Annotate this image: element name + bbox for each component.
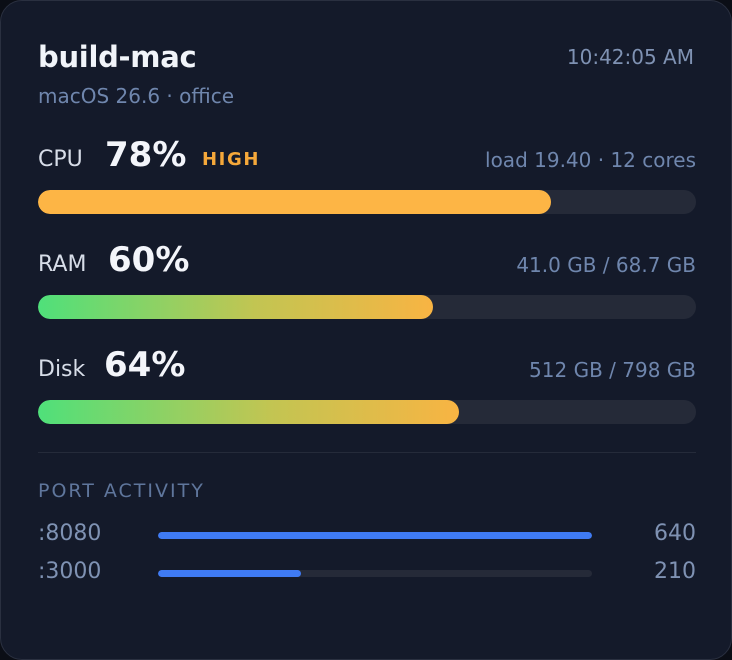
cpu-high-badge: HIGH (202, 149, 261, 170)
cpu-bar-track (38, 190, 696, 214)
port-label: :8080 (38, 521, 102, 546)
port-activity-title: PORT ACTIVITY (38, 480, 205, 502)
port-bar-track (158, 532, 592, 539)
disk-bar-fill (38, 400, 460, 424)
hostname-title: build-mac (38, 40, 197, 74)
port-connection-count: 210 (654, 559, 696, 584)
section-divider (38, 452, 696, 453)
disk-percent: 64% (104, 345, 186, 385)
ram-percent: 60% (108, 240, 190, 280)
port-row-3000: :3000 210 (38, 558, 696, 588)
ram-bar-fill (38, 295, 433, 319)
disk-bar-track (38, 400, 696, 424)
port-bar-fill (158, 532, 592, 539)
ram-metric: RAM 60% 41.0 GB / 68.7 GB (38, 240, 696, 320)
cpu-load-detail: load 19.40 · 12 cores (485, 148, 696, 172)
ram-label: RAM (38, 252, 87, 277)
ram-bar-track (38, 295, 696, 319)
port-row-8080: :8080 640 (38, 520, 696, 550)
disk-usage-detail: 512 GB / 798 GB (529, 358, 696, 382)
port-connection-count: 640 (654, 521, 696, 546)
cpu-label: CPU (38, 147, 83, 172)
cpu-metric: CPU 78% HIGH load 19.40 · 12 cores (38, 135, 696, 215)
port-bar-fill (158, 570, 302, 577)
system-subtitle: macOS 26.6 · office (38, 84, 235, 108)
cpu-percent: 78% (105, 135, 187, 175)
ram-usage-detail: 41.0 GB / 68.7 GB (516, 253, 696, 277)
port-label: :3000 (38, 559, 102, 584)
cpu-bar-fill (38, 190, 552, 214)
disk-metric: Disk 64% 512 GB / 798 GB (38, 345, 696, 425)
clock-time: 10:42:05 AM (566, 45, 694, 69)
disk-label: Disk (38, 357, 86, 382)
port-bar-track (158, 570, 592, 577)
